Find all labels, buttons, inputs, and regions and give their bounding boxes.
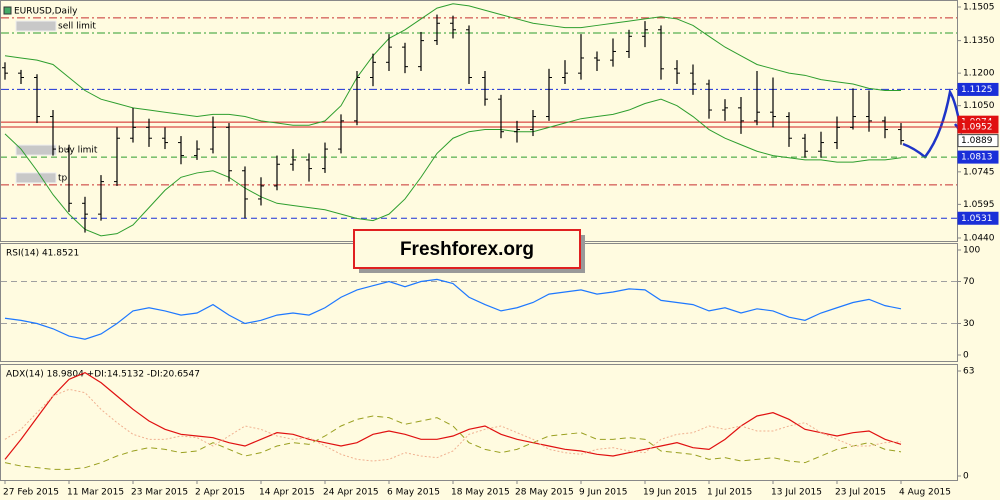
y-tick-label: 1.1050 (963, 101, 995, 111)
indicator-line (4, 278, 902, 340)
price-tag-label: 1.0531 (961, 214, 993, 224)
x-tick-label: 23 Mar 2015 (131, 488, 188, 498)
x-tick-label: 18 May 2015 (451, 488, 510, 498)
order-label: sell limit (58, 22, 96, 32)
masked-ticket (15, 172, 57, 184)
y-tick-label: 1.0745 (963, 167, 995, 177)
price-tag-label: 1.0889 (961, 136, 993, 146)
x-tick-label: 23 Jul 2015 (835, 488, 886, 498)
y-tick-label: 1.0440 (963, 234, 995, 244)
price-tag (957, 134, 999, 148)
order-label: tp (58, 173, 68, 183)
x-tick-label: 27 Feb 2015 (3, 488, 59, 498)
x-tick-label: 19 Jun 2015 (643, 488, 697, 498)
y-tick-label: 63 (963, 367, 974, 377)
masked-ticket (15, 20, 57, 32)
price-tag (957, 82, 999, 96)
order-label: buy limit (58, 146, 98, 156)
y-tick-label: 70 (963, 277, 975, 287)
x-tick-label: 11 Mar 2015 (67, 488, 124, 498)
y-tick-label: 30 (963, 319, 975, 329)
y-tick-label: 1.1200 (963, 69, 995, 79)
x-tick-label: 24 Apr 2015 (323, 488, 379, 498)
indicator-line (4, 415, 902, 470)
panel-title: RSI(14) 41.8521 (6, 249, 79, 259)
price-tag-label: 1.0952 (961, 122, 993, 132)
symbol-icon (3, 6, 12, 15)
y-tick-label: 1.1505 (963, 3, 995, 13)
indicator-line (4, 371, 902, 460)
bollinger-band (4, 98, 902, 237)
y-tick-label: 0 (963, 351, 969, 361)
y-tick-label: 1.0595 (963, 200, 995, 210)
panel-title: ADX(14) 18.9804 +DI:14.5132 -DI:20.6547 (6, 370, 200, 380)
y-tick-label: 1.1350 (963, 36, 995, 46)
forecast-arrow (902, 88, 963, 159)
indicator-line (4, 388, 902, 462)
x-tick-label: 6 May 2015 (387, 488, 440, 498)
x-tick-label: 2 Apr 2015 (195, 488, 245, 498)
x-tick-label: 28 May 2015 (515, 488, 574, 498)
price-tag (957, 120, 999, 134)
x-tick-label: 1 Jul 2015 (707, 488, 752, 498)
x-tick-label: 14 Apr 2015 (259, 488, 315, 498)
price-tag-label: 1.0813 (961, 153, 993, 163)
price-tag (957, 150, 999, 164)
bollinger-band (4, 3, 901, 126)
price-tag (957, 211, 999, 225)
y-tick-label: 0 (963, 472, 969, 482)
x-tick-label: 13 Jul 2015 (771, 488, 822, 498)
watermark: Freshforex.org (353, 229, 585, 273)
x-tick-label: 9 Jun 2015 (579, 488, 627, 498)
masked-ticket (15, 144, 57, 156)
x-tick-label: 4 Aug 2015 (899, 488, 951, 498)
y-tick-label: 100 (963, 246, 980, 256)
watermark-text: Freshforex.org (400, 239, 534, 260)
price-tag-label: 1.1125 (961, 85, 993, 95)
adx-panel (0, 364, 958, 481)
panel-title: EURUSD,Daily (14, 7, 78, 17)
watermark-box (353, 229, 581, 269)
